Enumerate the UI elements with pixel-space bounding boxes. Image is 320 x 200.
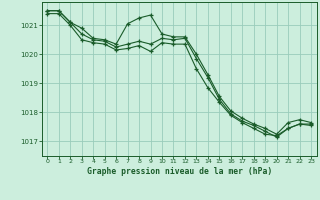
X-axis label: Graphe pression niveau de la mer (hPa): Graphe pression niveau de la mer (hPa) — [87, 167, 272, 176]
